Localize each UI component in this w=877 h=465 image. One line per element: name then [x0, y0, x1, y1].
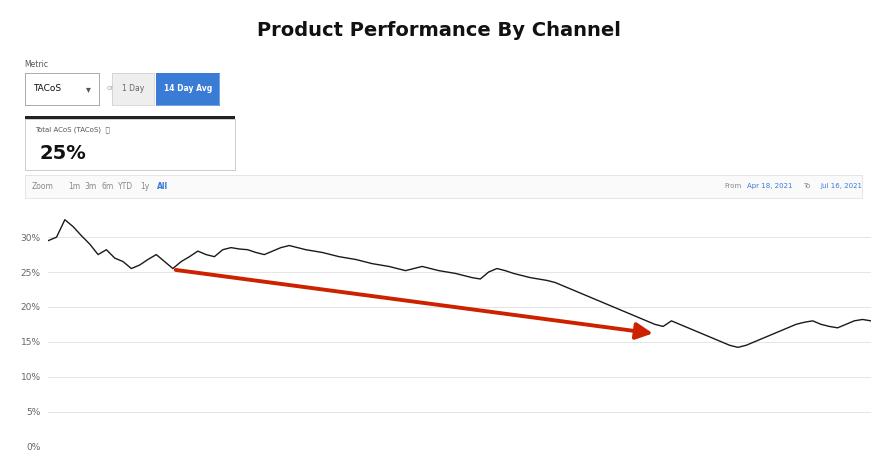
Text: 3m: 3m: [85, 182, 97, 191]
Text: Product Performance By Channel: Product Performance By Channel: [257, 21, 620, 40]
Text: 1y: 1y: [140, 182, 149, 191]
Text: From: From: [724, 184, 741, 189]
Text: Zoom: Zoom: [32, 182, 53, 191]
Text: All: All: [157, 182, 168, 191]
Text: YTD: YTD: [118, 182, 133, 191]
Text: ▾: ▾: [85, 84, 90, 94]
Text: 6m: 6m: [102, 182, 114, 191]
Text: Metric: Metric: [25, 60, 48, 69]
Text: TACoS: TACoS: [33, 84, 61, 93]
Text: 1m: 1m: [68, 182, 80, 191]
Text: or: or: [107, 86, 114, 91]
Text: Jul 16, 2021: Jul 16, 2021: [820, 184, 862, 189]
Text: 1 Day: 1 Day: [122, 84, 145, 93]
Text: To: To: [803, 184, 810, 189]
Text: Apr 18, 2021: Apr 18, 2021: [746, 184, 792, 189]
Text: Total ACoS (TACoS)  ⓘ: Total ACoS (TACoS) ⓘ: [35, 126, 110, 133]
Text: 25%: 25%: [39, 144, 86, 163]
Text: 14 Day Avg: 14 Day Avg: [163, 84, 212, 93]
